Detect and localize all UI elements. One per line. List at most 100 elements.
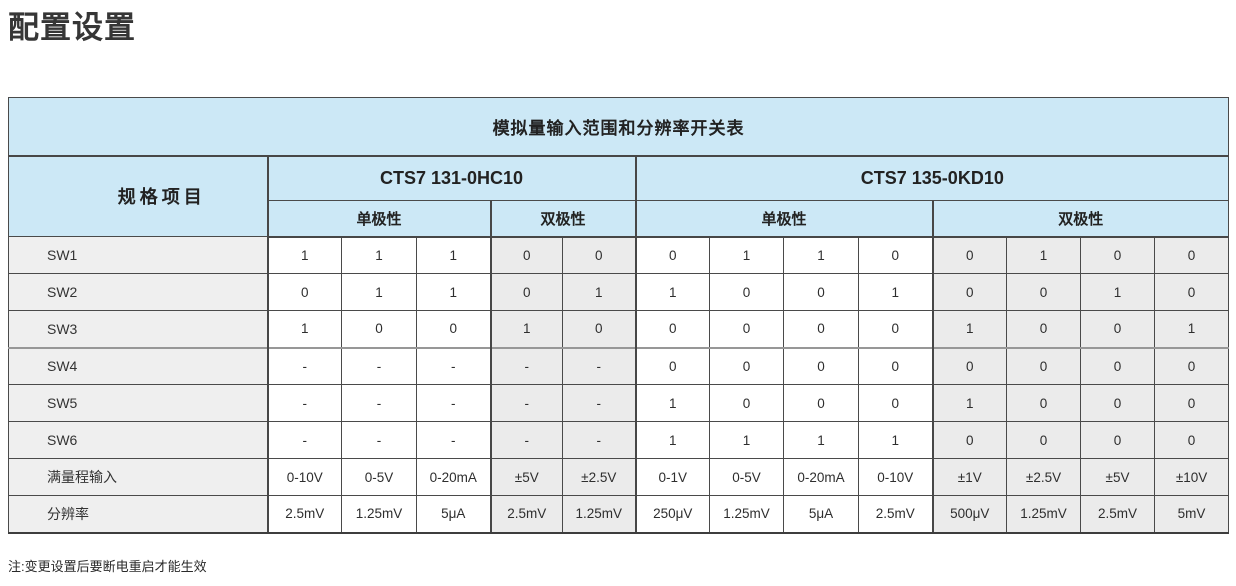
value-cell: 1: [489, 310, 563, 348]
value-cell: -: [489, 421, 563, 459]
value-cell: 0: [783, 310, 859, 348]
value-cell: 0: [1006, 384, 1081, 422]
value-cell: 0: [1006, 310, 1081, 348]
value-cell: 0: [1080, 236, 1155, 274]
value-cell: 0: [1006, 273, 1081, 311]
table-body: SW1 1 1 1 0 0 0 1 1 0 0 1 0 0 SW2 0 1 1 0 1 1 0 0 1 0 0 1 0 SW3 1 0 0 1 0…: [8, 236, 1230, 534]
value-cell: 1.25mV: [1006, 495, 1081, 534]
value-cell: 0: [709, 273, 784, 311]
value-cell: 1: [416, 236, 491, 274]
table-row: SW2 0 1 1 0 1 1 0 0 1 0 0 1 0: [8, 273, 1230, 311]
value-cell: ±1V: [931, 458, 1007, 496]
value-cell: 1: [783, 421, 859, 459]
value-cell: 1: [1153, 310, 1230, 348]
value-cell: 1: [858, 273, 933, 311]
value-cell: 0-20mA: [416, 458, 491, 496]
value-cell: 0: [858, 310, 933, 348]
value-cell: 0: [1080, 346, 1155, 385]
value-cell: 0: [858, 384, 933, 422]
value-cell: 0: [858, 346, 933, 385]
value-cell: -: [341, 421, 417, 459]
value-cell: 1: [266, 310, 342, 348]
value-cell: -: [489, 346, 563, 385]
value-cell: 0: [783, 346, 859, 385]
table-row: SW5- - - - -1 0 0 0 1 0 0 0: [8, 384, 1230, 422]
value-cell: 1: [1080, 273, 1155, 311]
row-label: SW6: [8, 421, 269, 459]
value-cell: 0: [931, 236, 1007, 274]
value-cell: 0: [416, 310, 491, 348]
polarity-header-row: 单极性 双极性 单极性 双极性: [9, 200, 1230, 238]
value-cell: -: [416, 346, 491, 385]
table-row: SW6- - - - -1 1 1 1 0 0 0 0: [8, 421, 1230, 459]
value-cell: 250μV: [634, 495, 710, 534]
spec-table: 模拟量输入范围和分辨率开关表 规格项目 CTS7 131-0HC10 CTS7 …: [7, 97, 1230, 534]
value-cell: 0: [1153, 236, 1230, 274]
spec-table-container: 模拟量输入范围和分辨率开关表 规格项目 CTS7 131-0HC10 CTS7 …: [7, 97, 1230, 534]
value-cell: -: [562, 346, 636, 385]
value-cell: 0: [1080, 310, 1155, 348]
value-cell: 0: [266, 273, 342, 311]
value-cell: 1.25mV: [562, 495, 636, 534]
value-cell: 0: [931, 346, 1007, 385]
model-header-row: 规格项目 CTS7 131-0HC10 CTS7 135-0KD10: [8, 155, 1230, 237]
value-cell: 0-20mA: [783, 458, 859, 496]
table-row: SW4- - - - -0 0 0 0 0 0 0 0: [8, 346, 1230, 385]
table-row: SW1 1 1 1 0 0 0 1 1 0 0 1 0 0: [8, 236, 1230, 274]
table-title-row: 模拟量输入范围和分辨率开关表: [7, 97, 1230, 157]
value-cell: 5μA: [416, 495, 491, 534]
row-label: SW4: [8, 346, 269, 385]
value-cell: 1: [634, 421, 710, 459]
value-cell: 0: [931, 273, 1007, 311]
value-cell: 2.5mV: [489, 495, 563, 534]
value-cell: 0-5V: [709, 458, 784, 496]
value-cell: 1: [562, 273, 636, 311]
value-cell: 0: [341, 310, 417, 348]
row-label: SW2: [8, 273, 269, 311]
value-cell: 1: [931, 384, 1007, 422]
value-cell: 0: [1006, 346, 1081, 385]
value-cell: ±5V: [1080, 458, 1155, 496]
value-cell: 1.25mV: [709, 495, 784, 534]
value-cell: 0-10V: [858, 458, 933, 496]
value-cell: 0: [489, 273, 563, 311]
polarity-header-135-unipolar: 单极性: [634, 200, 933, 238]
value-cell: 0-1V: [634, 458, 710, 496]
value-cell: 5μA: [783, 495, 859, 534]
value-cell: ±2.5V: [562, 458, 636, 496]
value-cell: -: [266, 346, 342, 385]
table-row: 分辨率 2.5mV 1.25mV 5μA 2.5mV 1.25mV 250μV 1.25mV 5…: [8, 495, 1230, 534]
value-cell: 0: [634, 346, 710, 385]
value-cell: -: [341, 346, 417, 385]
value-cell: -: [416, 421, 491, 459]
row-label: 满量程输入: [8, 458, 269, 496]
value-cell: 0: [634, 236, 710, 274]
table-row: SW3 1 0 0 1 0 0 0 0 0 1 0 0 1: [8, 310, 1230, 348]
value-cell: -: [489, 384, 563, 422]
value-cell: 0: [709, 310, 784, 348]
value-cell: 2.5mV: [858, 495, 933, 534]
model-header-cts7-135: CTS7 135-0KD10: [634, 155, 1230, 201]
value-cell: 0: [489, 236, 563, 274]
value-cell: -: [266, 421, 342, 459]
value-cell: 1: [709, 236, 784, 274]
table-row: 满量程输入 0-10V 0-5V 0-20mA ±5V ±2.5V 0-1V 0-5V 0-20…: [8, 458, 1230, 496]
value-cell: 0: [783, 273, 859, 311]
value-cell: 1: [1006, 236, 1081, 274]
value-cell: ±5V: [489, 458, 563, 496]
row-label: SW3: [8, 310, 269, 348]
value-cell: 1: [341, 236, 417, 274]
polarity-header-131-bipolar: 双极性: [489, 200, 636, 238]
value-cell: 1: [931, 310, 1007, 348]
value-cell: 0-5V: [341, 458, 417, 496]
model-header-cts7-131: CTS7 131-0HC10: [266, 155, 636, 201]
row-label: 分辨率: [8, 495, 269, 534]
spec-column-header: 规格项目: [8, 155, 269, 237]
value-cell: 0: [562, 236, 636, 274]
value-cell: 0: [1153, 273, 1230, 311]
footnote: 注:变更设置后要断电重启才能生效: [8, 559, 207, 574]
value-cell: 1: [416, 273, 491, 311]
value-cell: 1: [266, 236, 342, 274]
page-title: 配置设置: [8, 10, 136, 45]
value-cell: 0-10V: [266, 458, 342, 496]
